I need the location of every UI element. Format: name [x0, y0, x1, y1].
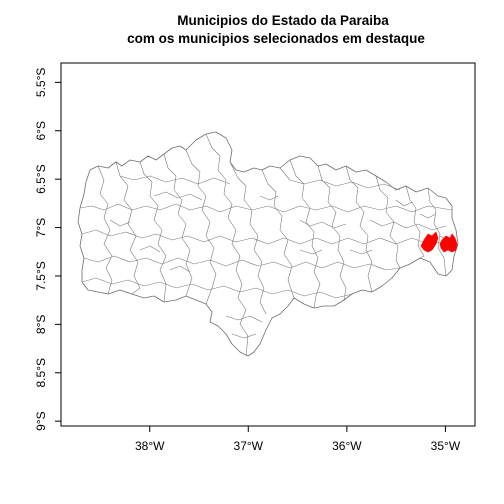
y-tick-label: 8.5°S	[34, 358, 48, 387]
figure-title-line1: Municipios do Estado da Paraiba	[177, 13, 389, 28]
x-tick-label: 35°W	[431, 439, 461, 453]
state-outline	[77, 131, 459, 357]
y-tick-label: 7.5°S	[34, 261, 48, 290]
selected-municipality-east	[439, 233, 458, 253]
x-tick-label: 38°W	[135, 439, 165, 453]
y-tick-label: 9°S	[34, 411, 48, 430]
y-axis: 5.5°S 6°S 6.5°S 7°S 7.5°S 8°S 8.5°S 9°S	[34, 68, 61, 431]
plot-frame	[60, 62, 476, 427]
figure-title-line2: com os municipios selecionados em destaq…	[127, 31, 425, 46]
y-tick-label: 8°S	[34, 315, 48, 334]
y-tick-label: 5.5°S	[34, 68, 48, 97]
selected-municipality-west	[420, 231, 439, 253]
municipality-map	[77, 131, 459, 357]
x-tick-label: 36°W	[332, 439, 362, 453]
x-tick-label: 37°W	[234, 439, 264, 453]
y-tick-label: 6°S	[34, 121, 48, 140]
municipality-borders	[79, 133, 457, 357]
x-axis: 38°W 37°W 36°W 35°W	[135, 426, 461, 453]
y-tick-label: 7°S	[34, 218, 48, 237]
y-tick-label: 6.5°S	[34, 164, 48, 193]
